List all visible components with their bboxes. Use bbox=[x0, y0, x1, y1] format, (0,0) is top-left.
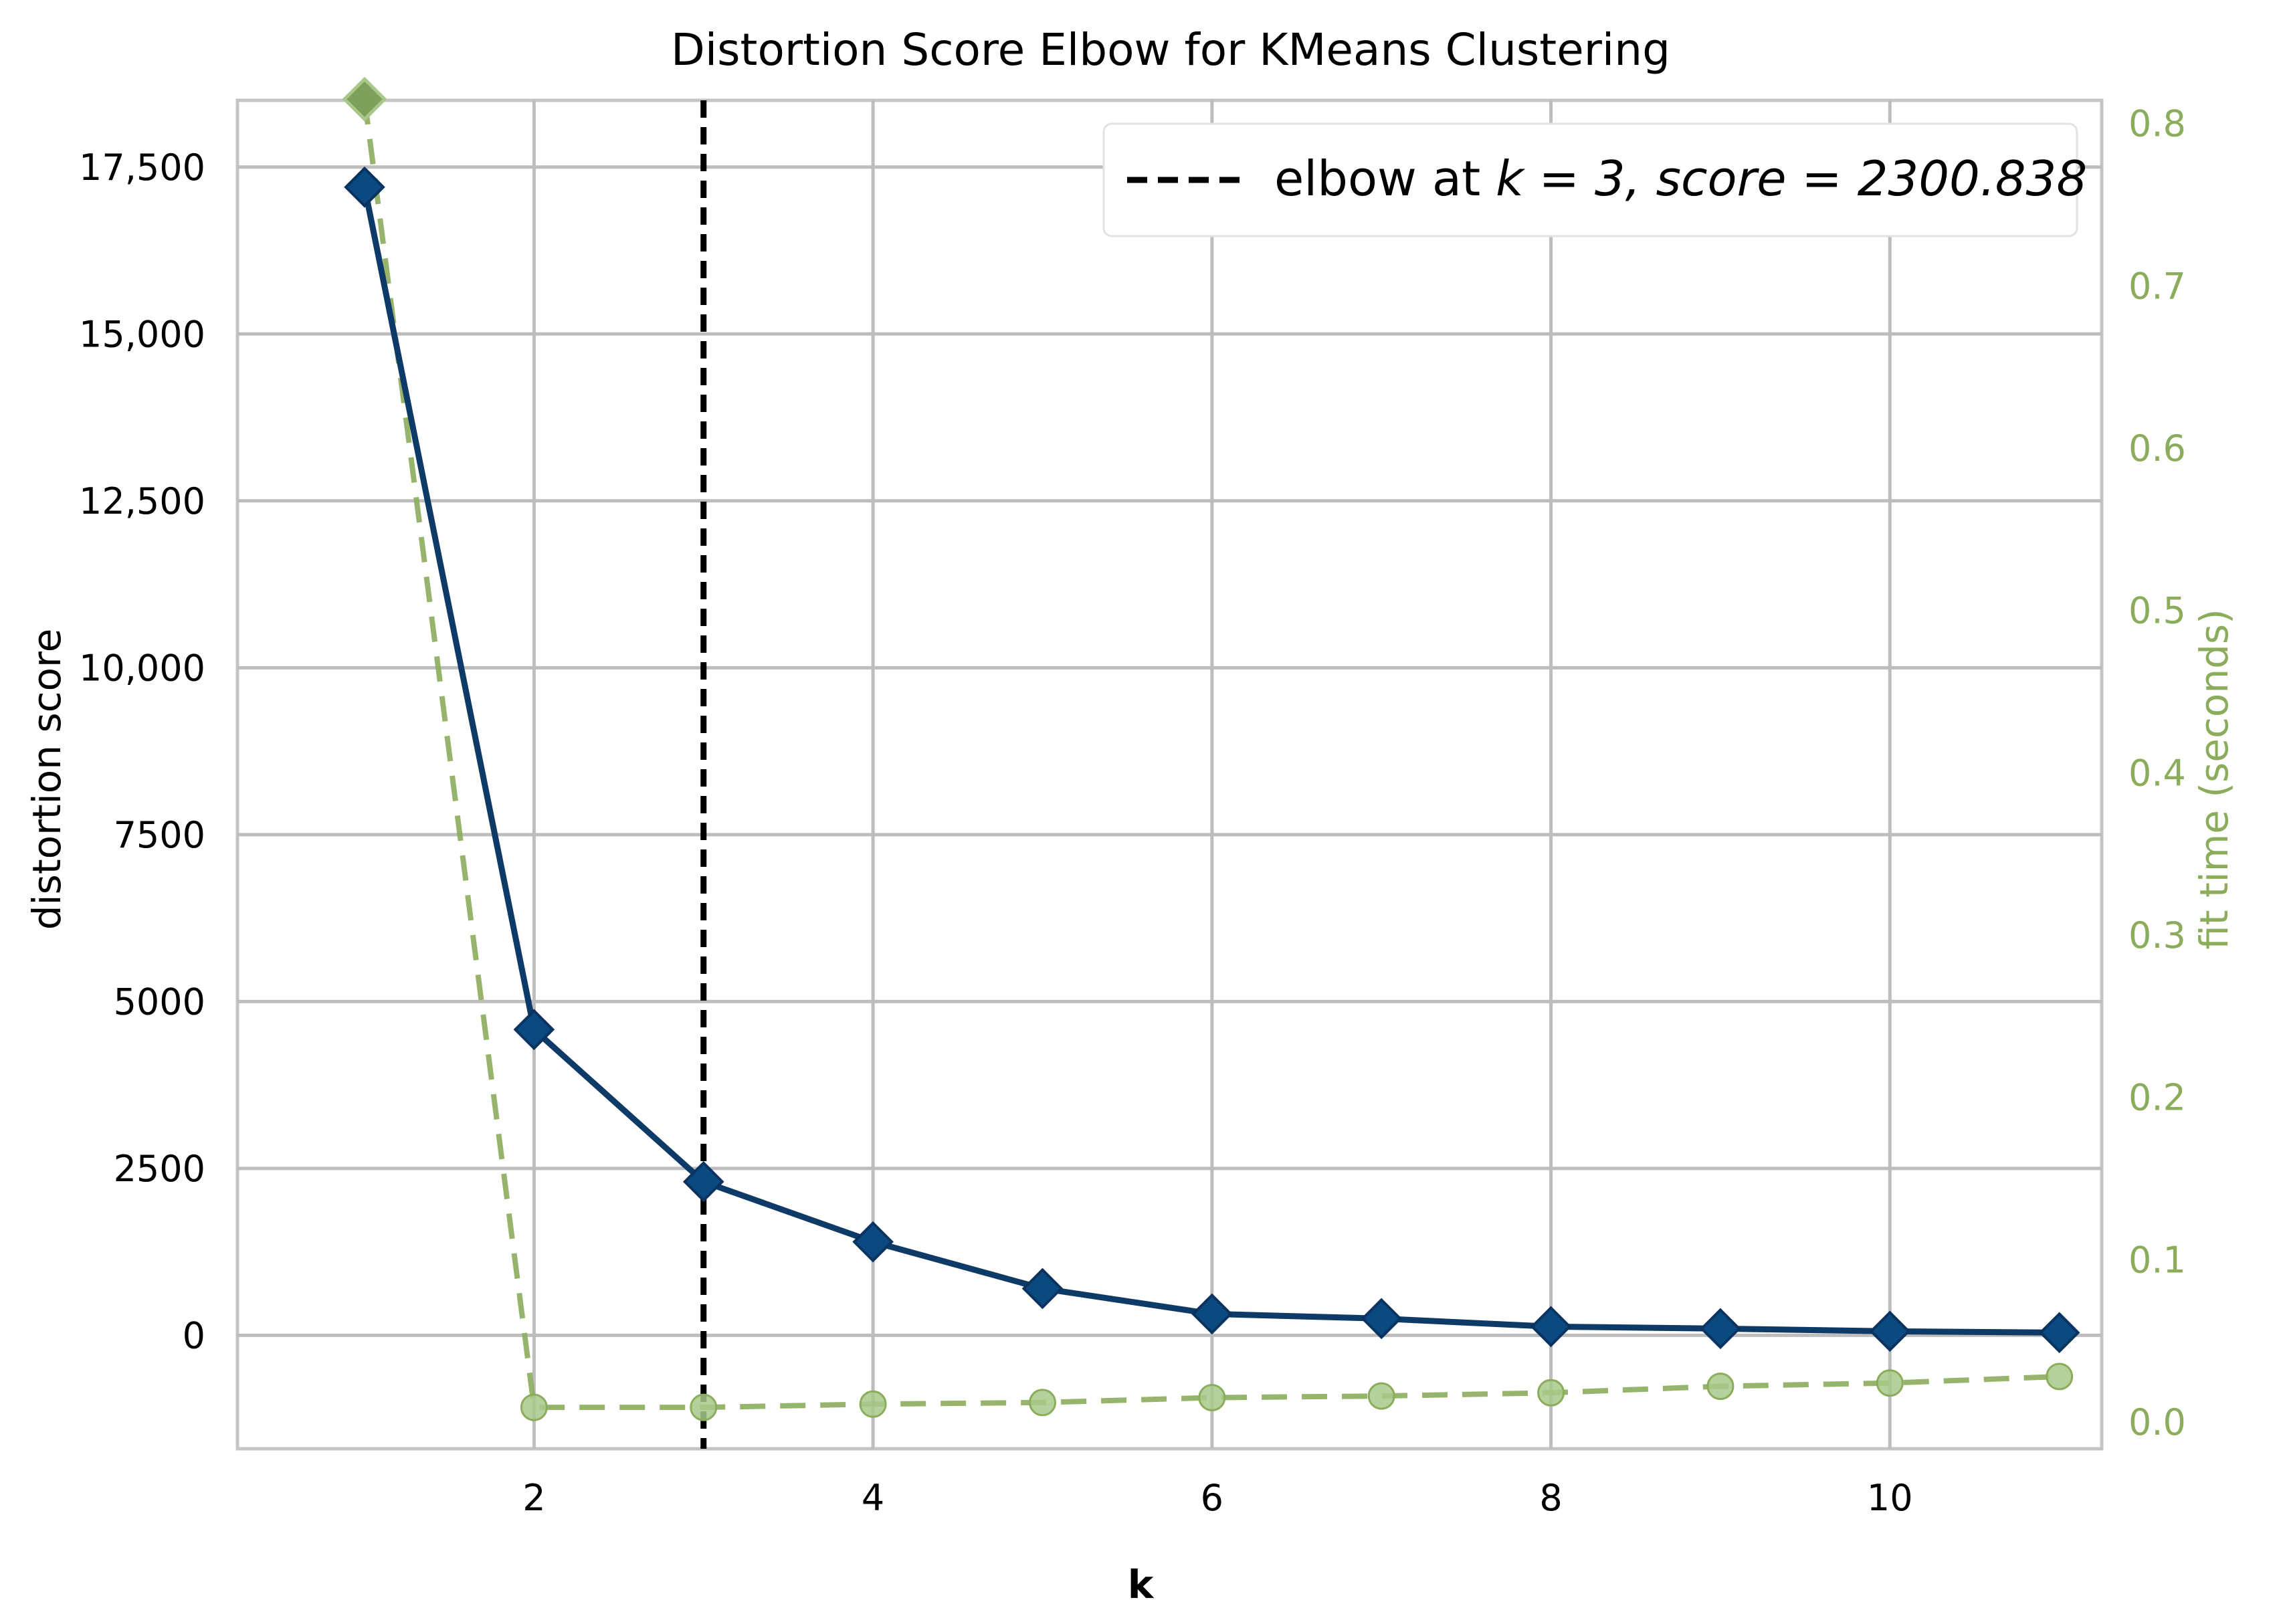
fit-time-point bbox=[342, 76, 387, 122]
fit-time-point bbox=[859, 1390, 887, 1418]
y2-tick-label: 0.6 bbox=[2128, 427, 2186, 470]
fit-time-point bbox=[2046, 1362, 2074, 1391]
y2-tick-label: 0.3 bbox=[2128, 914, 2186, 956]
y-tick-label: 17,500 bbox=[79, 146, 205, 189]
distortion-point bbox=[682, 1160, 724, 1203]
chart-title: Distortion Score Elbow for KMeans Cluste… bbox=[671, 24, 1670, 76]
series-layer bbox=[342, 76, 2080, 1421]
legend-prefix: elbow at bbox=[1274, 150, 1496, 207]
y-tick-label: 2500 bbox=[114, 1148, 205, 1190]
y2-axis-label: fit time (seconds) bbox=[2191, 609, 2237, 950]
legend-math: k = 3, score = 2300.838 bbox=[1496, 150, 2087, 207]
y2-tick-label: 0.4 bbox=[2128, 752, 2186, 794]
y-tick-label: 7500 bbox=[114, 814, 205, 856]
distortion-point bbox=[1361, 1298, 1403, 1340]
fit-time-point bbox=[690, 1393, 718, 1421]
fit-time-point bbox=[520, 1393, 548, 1421]
y-tick-label: 12,500 bbox=[79, 480, 205, 522]
legend-label: elbow at k = 3, score = 2300.838 bbox=[1274, 150, 2087, 207]
y-tick-label: 15,000 bbox=[79, 313, 205, 355]
y-tick-label: 0 bbox=[183, 1314, 205, 1356]
fit-time-point bbox=[1537, 1379, 1565, 1407]
distortion-point bbox=[344, 166, 385, 208]
y2-tick-label: 0.1 bbox=[2128, 1239, 2186, 1281]
x-tick-label: 8 bbox=[1539, 1477, 1562, 1519]
y-tick-label: 5000 bbox=[114, 981, 205, 1023]
y2-tick-label: 0.2 bbox=[2128, 1077, 2186, 1119]
legend: elbow at k = 3, score = 2300.838 bbox=[1102, 122, 2087, 237]
distortion-point bbox=[2038, 1312, 2080, 1354]
distortion-point bbox=[1021, 1267, 1064, 1310]
distortion-point bbox=[513, 1009, 555, 1051]
distortion-point bbox=[1700, 1308, 1741, 1350]
distortion-point bbox=[1530, 1306, 1572, 1348]
y-tick-label: 10,000 bbox=[79, 647, 205, 689]
x-tick-label: 2 bbox=[522, 1477, 545, 1519]
plot-area bbox=[235, 98, 2104, 1451]
distortion-point bbox=[1869, 1310, 1911, 1352]
legend-box bbox=[1102, 122, 2078, 237]
x-tick-label: 10 bbox=[1867, 1477, 1913, 1519]
y2-tick-label: 0.8 bbox=[2128, 103, 2186, 145]
y2-tick-label: 0.0 bbox=[2128, 1401, 2186, 1443]
x-tick-label: 6 bbox=[1201, 1477, 1223, 1519]
fit-time-point bbox=[1706, 1373, 1735, 1401]
x-axis-label: k bbox=[1128, 1562, 1155, 1607]
fit-time-point bbox=[1876, 1369, 1904, 1397]
distortion-point bbox=[1191, 1293, 1233, 1335]
distortion-point bbox=[852, 1221, 894, 1263]
fit-time-point bbox=[1028, 1389, 1056, 1417]
fit-time-point bbox=[1367, 1382, 1395, 1410]
y2-tick-label: 0.7 bbox=[2128, 265, 2186, 307]
y-axis-label: distortion score bbox=[24, 629, 70, 930]
y2-tick-label: 0.5 bbox=[2128, 590, 2186, 632]
tick-labels: 2 4 6 8 10 0 2500 5000 7500 10,000 12,500 15,000 17,… bbox=[79, 103, 2186, 1519]
x-tick-label: 4 bbox=[862, 1477, 884, 1519]
fit-time-point bbox=[1198, 1384, 1226, 1412]
